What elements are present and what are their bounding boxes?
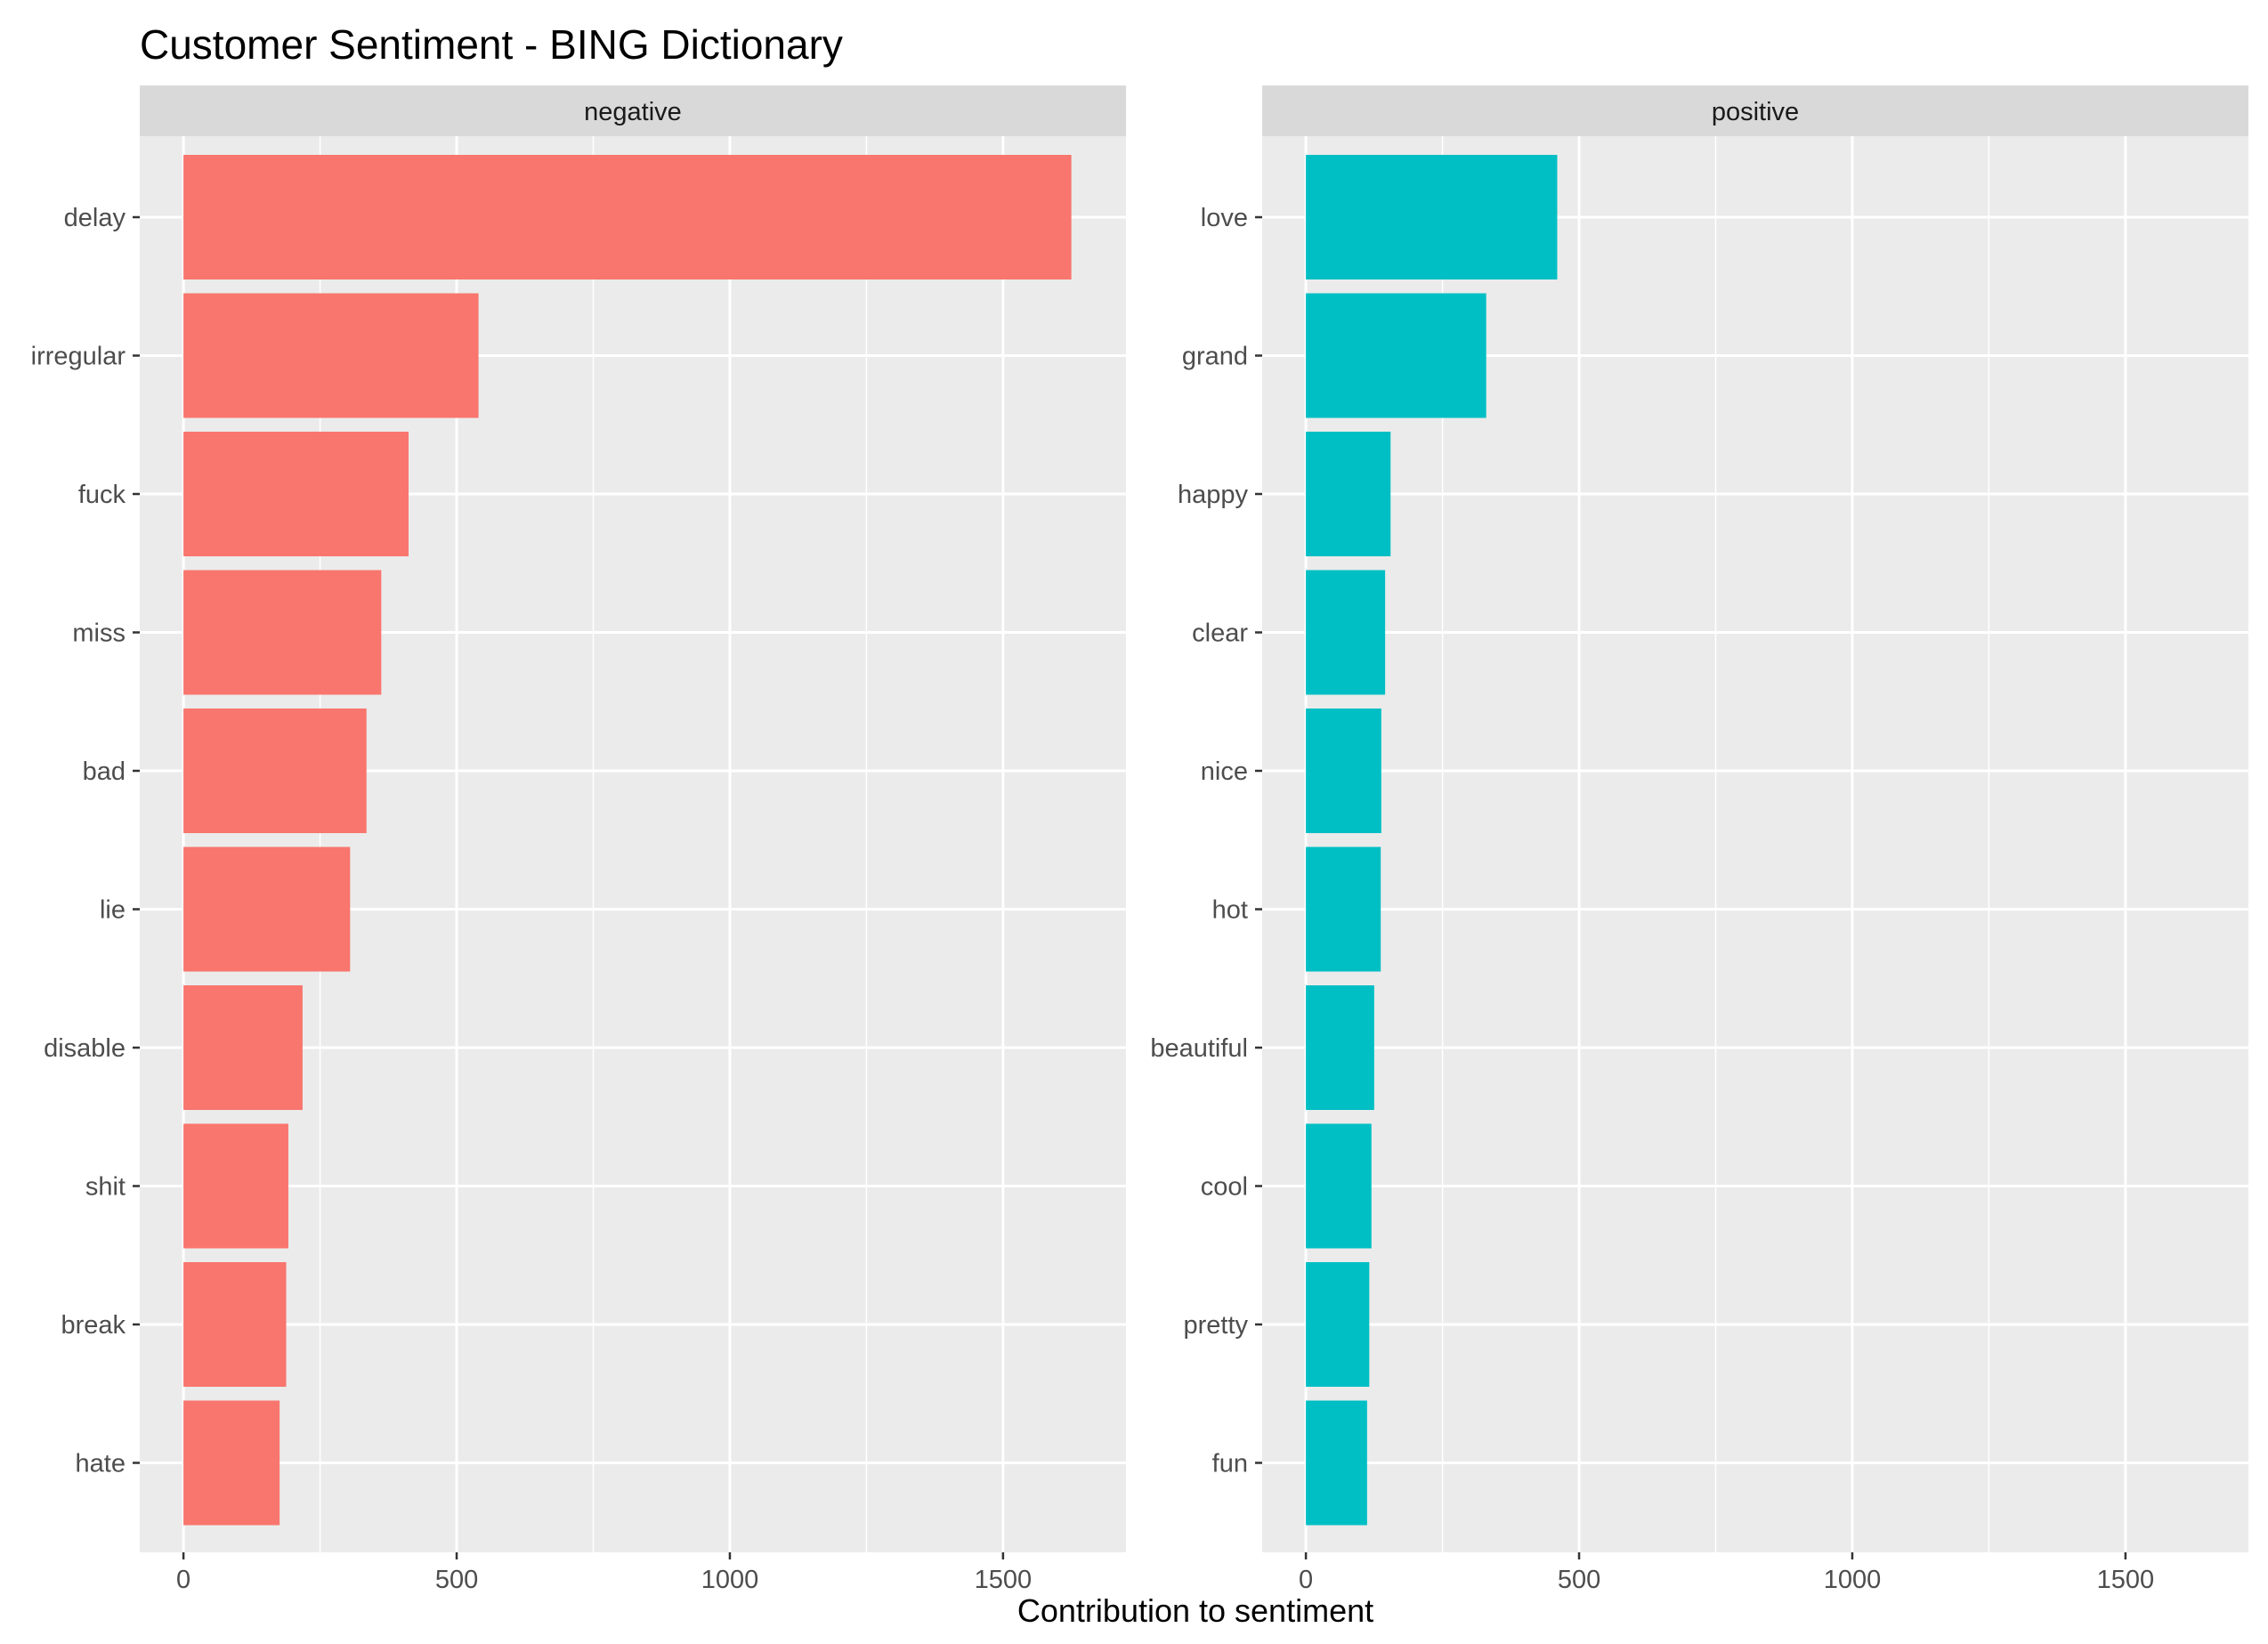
x-tick-label: 500 [435, 1566, 478, 1594]
bar-fun [1306, 1400, 1367, 1526]
x-tick-label: 1000 [1824, 1566, 1882, 1594]
bar-irregular [183, 293, 479, 418]
y-tick-label: fuck [78, 481, 126, 509]
x-tick-label: 1000 [701, 1566, 759, 1594]
bar-grand [1306, 293, 1486, 418]
bar-happy [1306, 432, 1391, 556]
y-tick-label: disable [44, 1034, 126, 1063]
bar-hate [183, 1400, 280, 1526]
y-tick-label: cool [1201, 1173, 1248, 1202]
bar-miss [183, 570, 382, 695]
y-tick-label: pretty [1183, 1311, 1248, 1340]
facet-strip-label: negative [584, 98, 682, 126]
x-axis-title: Contribution to sentiment [1017, 1592, 1373, 1629]
y-tick-label: happy [1178, 481, 1249, 509]
y-tick-label: break [61, 1311, 126, 1340]
bar-clear [1306, 570, 1386, 695]
y-tick-label: miss [72, 620, 126, 648]
bar-pretty [1306, 1262, 1370, 1387]
facet-positive: positive love grand happy clear nice hot beauti… [1150, 85, 2248, 1594]
chart-title: Customer Sentiment - BING Dictionary [140, 21, 843, 68]
facet-panels: negative delay irregular fuck miss bad lie disa… [31, 85, 2248, 1594]
bar-cool [1306, 1123, 1372, 1249]
y-tick-label: lie [100, 896, 126, 925]
y-tick-label: fun [1212, 1450, 1248, 1478]
bar-fuck [183, 432, 409, 556]
facet-negative: negative delay irregular fuck miss bad lie disa… [31, 85, 1126, 1594]
bar-bad [183, 709, 367, 833]
bar-nice [1306, 709, 1381, 833]
facet-strip-label: positive [1712, 98, 1799, 126]
y-tick-label: love [1201, 204, 1248, 232]
y-tick-label: bad [83, 757, 126, 786]
bar-beautiful [1306, 985, 1374, 1110]
y-tick-label: grand [1182, 343, 1248, 371]
bar-lie [183, 846, 351, 972]
x-tick-label: 0 [1299, 1566, 1313, 1594]
x-tick-label: 1500 [2097, 1566, 2155, 1594]
x-tick-label: 0 [176, 1566, 190, 1594]
y-tick-label: nice [1201, 757, 1248, 786]
bar-shit [183, 1123, 288, 1249]
y-tick-label: irregular [31, 343, 126, 371]
facet-strip [140, 85, 1126, 136]
y-tick-label: delay [64, 204, 126, 232]
y-tick-label: hate [76, 1450, 126, 1478]
bar-hot [1306, 846, 1381, 972]
bar-break [183, 1262, 287, 1387]
y-tick-label: clear [1192, 620, 1248, 648]
y-tick-label: beautiful [1150, 1034, 1248, 1063]
facet-strip [1262, 85, 2248, 136]
bar-disable [183, 985, 303, 1110]
bar-delay [183, 155, 1072, 279]
y-tick-label: hot [1212, 896, 1248, 925]
bar-love [1306, 155, 1558, 279]
x-tick-label: 1500 [975, 1566, 1033, 1594]
x-tick-label: 500 [1558, 1566, 1600, 1594]
y-tick-label: shit [85, 1173, 126, 1202]
